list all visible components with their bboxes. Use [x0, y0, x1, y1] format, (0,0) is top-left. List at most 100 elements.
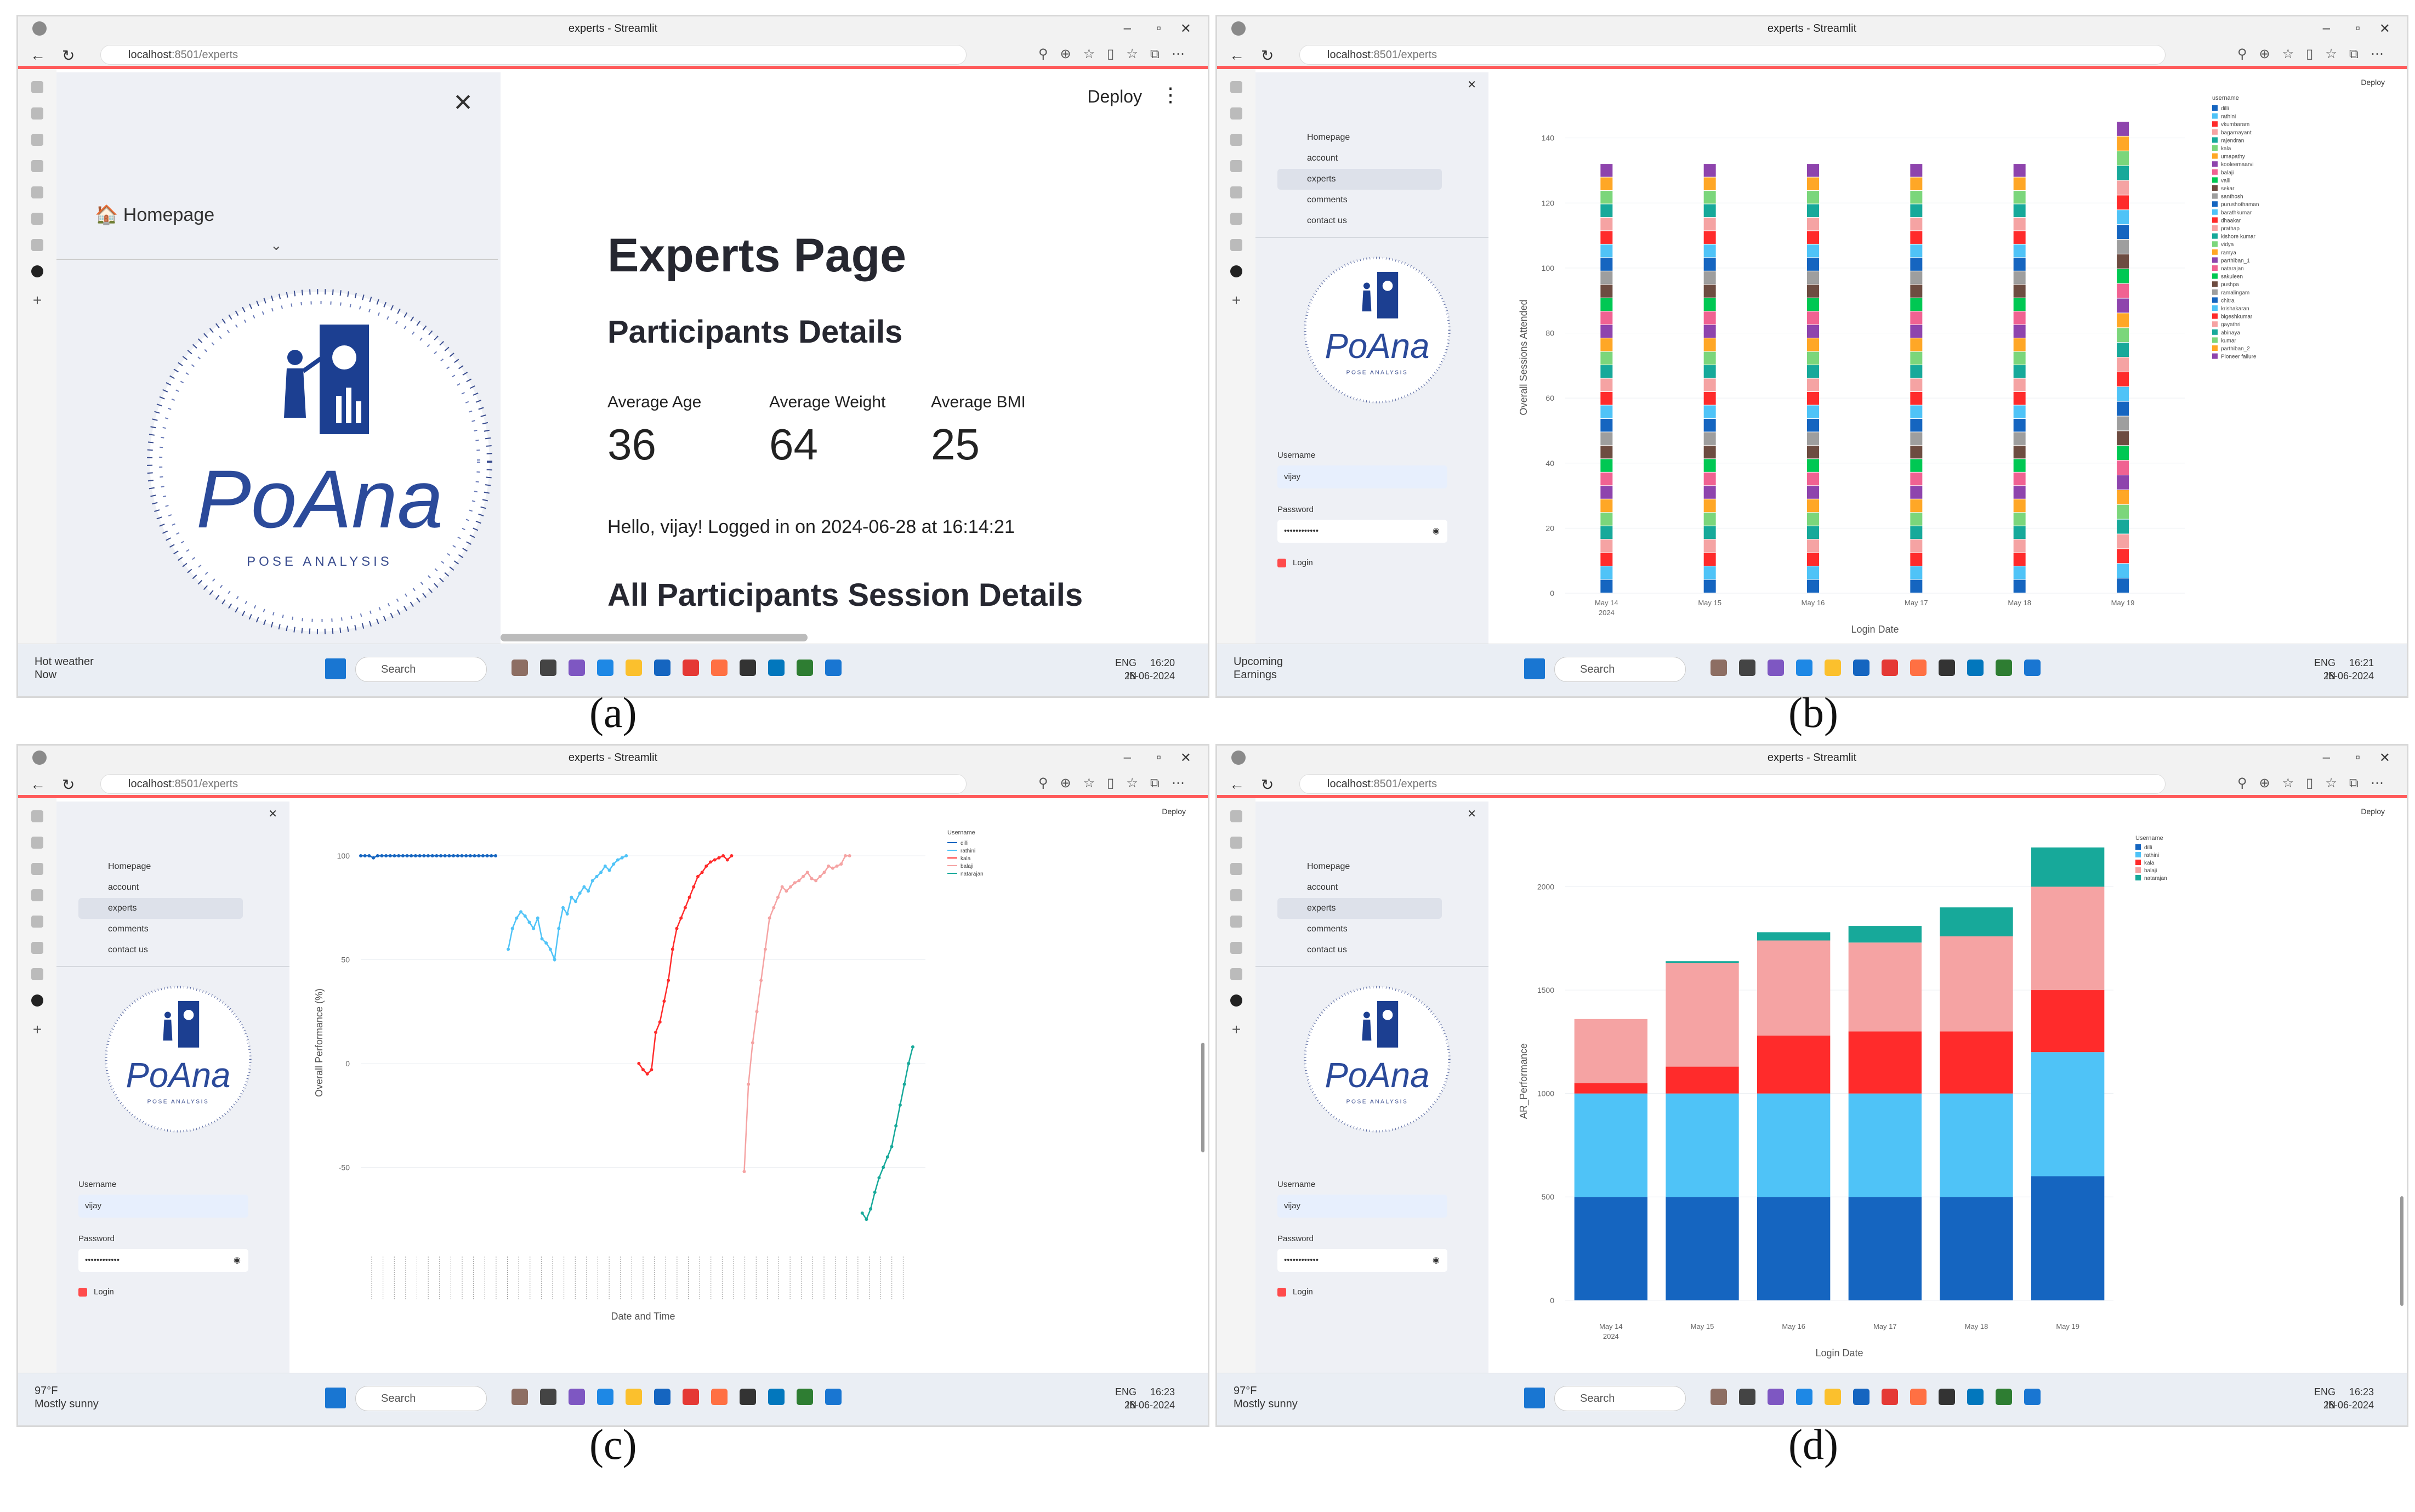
legend-entry[interactable]: kala: [2221, 146, 2231, 152]
deploy-button[interactable]: Deploy: [2361, 807, 2385, 816]
vertical-scrollbar[interactable]: [1201, 1043, 1204, 1152]
taskbar-apps[interactable]: [1711, 660, 2053, 679]
sidebar-item-experts[interactable]: experts: [1277, 169, 1442, 190]
legend-entry[interactable]: sekar: [2221, 186, 2235, 192]
weather-widget[interactable]: 97°F Mostly sunny: [35, 1385, 99, 1410]
chevron-down-icon[interactable]: ⌄: [270, 237, 282, 253]
taskbar-search[interactable]: Search: [1554, 657, 1686, 682]
legend-entry[interactable]: dilli: [2221, 106, 2229, 112]
legend-entry[interactable]: gayathri: [2221, 322, 2241, 328]
legend-entry[interactable]: kala: [961, 856, 971, 862]
back-icon[interactable]: ←: [1229, 776, 1245, 793]
back-icon[interactable]: ←: [30, 47, 46, 64]
language-indicator[interactable]: ENG IN: [2314, 1386, 2336, 1411]
taskbar-apps[interactable]: [512, 1389, 854, 1408]
legend-entry[interactable]: kumar: [2221, 338, 2236, 344]
browser-toolbar-icons[interactable]: ⚲⊕☆▯☆⧉⋯: [2237, 776, 2396, 791]
legend-entry[interactable]: rathini: [2221, 114, 2236, 120]
sidebar-item-experts[interactable]: experts: [78, 898, 243, 919]
legend-entry[interactable]: natarajan: [2144, 876, 2167, 882]
legend-entry[interactable]: natarajan: [961, 871, 984, 877]
close-sidebar-icon[interactable]: ✕: [1467, 808, 1476, 820]
profile-avatar[interactable]: [1231, 751, 1246, 765]
legend-entry[interactable]: balaji: [2144, 868, 2157, 874]
taskbar-apps[interactable]: [512, 660, 854, 679]
close-sidebar-icon[interactable]: ✕: [268, 808, 277, 820]
url-field[interactable]: localhost:8501/experts: [100, 774, 967, 794]
legend-entry[interactable]: pushpa: [2221, 282, 2239, 288]
taskbar-search[interactable]: Search: [355, 1386, 487, 1411]
legend-entry[interactable]: ramya: [2221, 250, 2236, 256]
sidebar-item-homepage[interactable]: 🏠 Homepage: [95, 204, 215, 225]
windows-start-icon[interactable]: [1524, 1388, 1545, 1408]
legend-entry[interactable]: balaji: [2221, 170, 2234, 176]
legend-entry[interactable]: bigeshkumar: [2221, 314, 2253, 320]
sidebar-item-homepage[interactable]: Homepage: [1307, 862, 1350, 871]
deploy-button[interactable]: Deploy: [2361, 78, 2385, 87]
legend-entry[interactable]: rajendran: [2221, 138, 2244, 144]
maximize-icon[interactable]: ▫: [2355, 750, 2360, 765]
browser-toolbar-icons[interactable]: ⚲⊕☆▯☆⧉⋯: [1038, 47, 1197, 61]
clock[interactable]: 16:20 28-06-2024: [1124, 657, 1175, 681]
weather-widget[interactable]: Hot weather Now: [35, 656, 94, 681]
close-window-icon[interactable]: ✕: [2379, 751, 2390, 765]
main-menu-icon[interactable]: ⋮: [1161, 83, 1180, 106]
maximize-icon[interactable]: ▫: [1156, 21, 1161, 36]
language-indicator[interactable]: ENG IN: [1115, 657, 1137, 681]
login-checkbox[interactable]: Login: [78, 1287, 248, 1297]
sidebar-item-contact-us[interactable]: contact us: [108, 945, 148, 954]
legend-entry[interactable]: parthiban_1: [2221, 258, 2250, 264]
sidebar-item-account[interactable]: account: [1307, 883, 1338, 892]
eye-icon[interactable]: ◉: [1432, 1255, 1440, 1265]
url-field[interactable]: localhost:8501/experts: [1299, 45, 2166, 65]
sidebar-item-comments[interactable]: comments: [1307, 195, 1348, 204]
browser-toolbar-icons[interactable]: ⚲⊕☆▯☆⧉⋯: [1038, 776, 1197, 791]
sidebar-item-homepage[interactable]: Homepage: [1307, 133, 1350, 142]
browser-toolbar-icons[interactable]: ⚲⊕☆▯☆⧉⋯: [2237, 47, 2396, 61]
login-checkbox[interactable]: Login: [1277, 1287, 1447, 1297]
legend-entry[interactable]: santhosh: [2221, 194, 2243, 200]
legend-entry[interactable]: valli: [2221, 178, 2230, 184]
sidebar-item-comments[interactable]: comments: [1307, 924, 1348, 934]
minimize-icon[interactable]: –: [2322, 21, 2330, 36]
sidebar-item-experts[interactable]: experts: [1277, 898, 1442, 919]
maximize-icon[interactable]: ▫: [1156, 750, 1161, 765]
profile-avatar[interactable]: [1231, 21, 1246, 36]
windows-start-icon[interactable]: [1524, 658, 1545, 679]
windows-start-icon[interactable]: [325, 1388, 346, 1408]
sidebar-item-account[interactable]: account: [1307, 154, 1338, 163]
horizontal-scrollbar[interactable]: [501, 634, 808, 641]
back-icon[interactable]: ←: [30, 776, 46, 793]
url-field[interactable]: localhost:8501/experts: [100, 45, 967, 65]
legend-entry[interactable]: Pioneer failure: [2221, 354, 2257, 360]
close-window-icon[interactable]: ✕: [2379, 21, 2390, 36]
legend-entry[interactable]: umapathy: [2221, 154, 2245, 160]
legend-entry[interactable]: chitra: [2221, 298, 2235, 304]
eye-icon[interactable]: ◉: [1432, 526, 1440, 536]
legend-entry[interactable]: krishakaran: [2221, 306, 2249, 312]
legend-entry[interactable]: kooleemaarvi: [2221, 162, 2253, 168]
taskbar-search[interactable]: Search: [1554, 1386, 1686, 1411]
legend-entry[interactable]: parthiban_2: [2221, 346, 2250, 352]
refresh-icon[interactable]: ↻: [62, 776, 75, 793]
legend-entry[interactable]: dilli: [2144, 845, 2152, 851]
clock[interactable]: 16:23 28-06-2024: [1124, 1386, 1175, 1411]
sidebar-item-account[interactable]: account: [108, 883, 139, 892]
login-checkbox[interactable]: Login: [1277, 558, 1447, 568]
legend-entry[interactable]: prathap: [2221, 226, 2240, 232]
vertical-scrollbar[interactable]: [2400, 1196, 2403, 1306]
sidebar-item-contact-us[interactable]: contact us: [1307, 216, 1347, 225]
legend-entry[interactable]: barathkumar: [2221, 210, 2252, 216]
username-input[interactable]: vijay: [1277, 1195, 1447, 1218]
legend-entry[interactable]: bagarnayant: [2221, 130, 2252, 136]
legend-entry[interactable]: vidya: [2221, 242, 2234, 248]
password-input[interactable]: •••••••••••• ◉: [1277, 1249, 1447, 1272]
username-input[interactable]: vijay: [78, 1195, 248, 1218]
earnings-widget[interactable]: Upcoming Earnings: [1234, 656, 1283, 681]
legend-entry[interactable]: sakuleen: [2221, 274, 2243, 280]
clock[interactable]: 16:21 28-06-2024: [2323, 657, 2374, 681]
refresh-icon[interactable]: ↻: [1261, 776, 1274, 793]
legend-entry[interactable]: balaji: [961, 863, 973, 869]
language-indicator[interactable]: ENG IN: [2314, 657, 2336, 681]
legend-entry[interactable]: vkumbaram: [2221, 122, 2249, 128]
